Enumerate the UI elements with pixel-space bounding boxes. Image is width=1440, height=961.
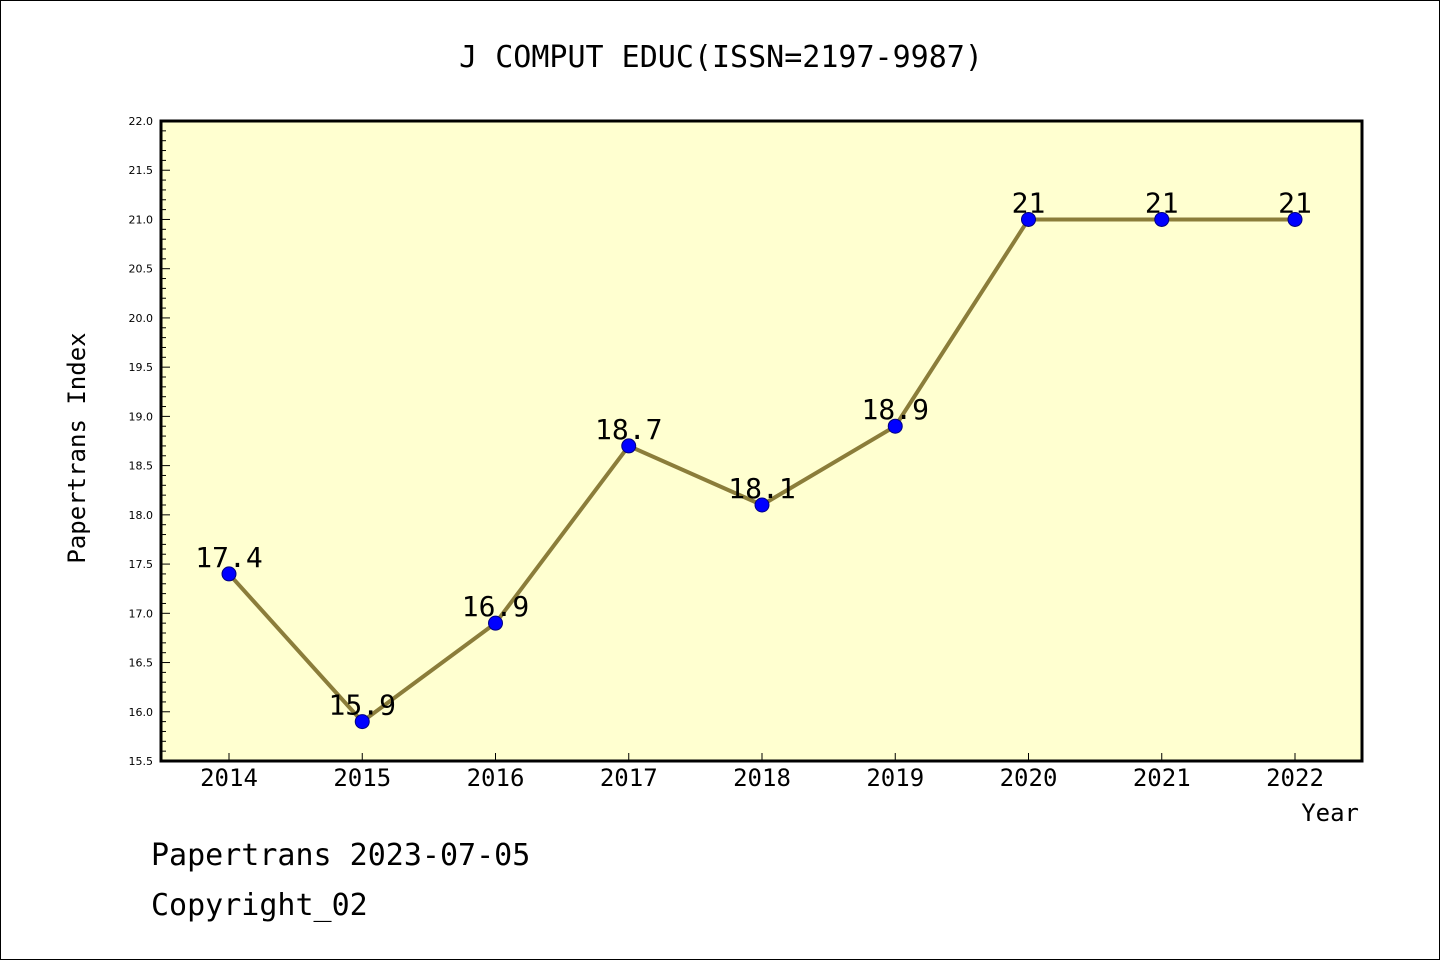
y-tick-label: 15.5 (129, 755, 154, 768)
x-tick-label: 2016 (467, 764, 525, 792)
data-point (221, 566, 237, 582)
data-label: 18.9 (862, 393, 929, 426)
y-tick-label: 18.5 (129, 460, 154, 473)
y-tick-label: 20.0 (129, 312, 154, 325)
y-tick-label: 19.0 (129, 410, 154, 423)
data-label: 21 (1012, 186, 1046, 219)
y-axis-ticks: 15.5 16.0 16.5 17.0 17.5 18.0 18.5 19.0 19.5 20.0… (129, 115, 170, 768)
x-tick-label: 2022 (1266, 764, 1324, 792)
data-point (1287, 211, 1303, 227)
series-group: 17.4 15.9 16.9 18.7 18.1 18.9 21 21 21 (195, 186, 1312, 730)
y-tick-label: 16.5 (129, 657, 154, 670)
data-point (354, 714, 370, 730)
x-tick-label: 2021 (1133, 764, 1191, 792)
y-tick-label: 21.0 (129, 213, 154, 226)
y-tick-label: 22.0 (129, 115, 154, 128)
data-point (1154, 211, 1170, 227)
data-label: 16.9 (462, 590, 529, 623)
y-tick-label: 17.0 (129, 607, 154, 620)
data-label: 18.1 (728, 472, 795, 505)
x-tick-label: 2020 (1000, 764, 1058, 792)
x-tick-label: 2014 (200, 764, 258, 792)
data-point (754, 497, 770, 513)
data-label: 15.9 (329, 689, 396, 722)
x-axis-label: Year (1301, 799, 1359, 827)
data-point (887, 418, 903, 434)
y-tick-label: 18.0 (129, 509, 154, 522)
y-tick-label: 21.5 (129, 164, 154, 177)
x-tick-label: 2019 (866, 764, 924, 792)
data-point (621, 438, 637, 454)
data-label: 21 (1278, 186, 1312, 219)
x-tick-label: 2017 (600, 764, 658, 792)
y-tick-label: 20.5 (129, 263, 154, 276)
data-label: 17.4 (195, 541, 262, 574)
x-tick-label: 2015 (333, 764, 391, 792)
data-point (1021, 211, 1036, 227)
x-axis-ticks: 2014 2015 2016 2017 2018 2019 2020 2021 2022 (200, 753, 1324, 792)
footer-date: Papertrans 2023-07-05 (151, 838, 530, 873)
footer-copyright: Copyright_02 (151, 888, 368, 923)
y-tick-label: 16.0 (129, 706, 154, 719)
y-tick-label: 17.5 (129, 558, 154, 571)
plot-area (159, 119, 1364, 763)
data-label: 21 (1145, 186, 1179, 219)
data-label: 18.7 (595, 413, 662, 446)
data-point (488, 615, 503, 631)
x-tick-label: 2018 (733, 764, 791, 792)
y-tick-label: 19.5 (129, 361, 154, 374)
chart-title: J COMPUT EDUC(ISSN=2197-9987) (459, 40, 983, 75)
y-axis-label: Papertrans Index (63, 332, 91, 563)
